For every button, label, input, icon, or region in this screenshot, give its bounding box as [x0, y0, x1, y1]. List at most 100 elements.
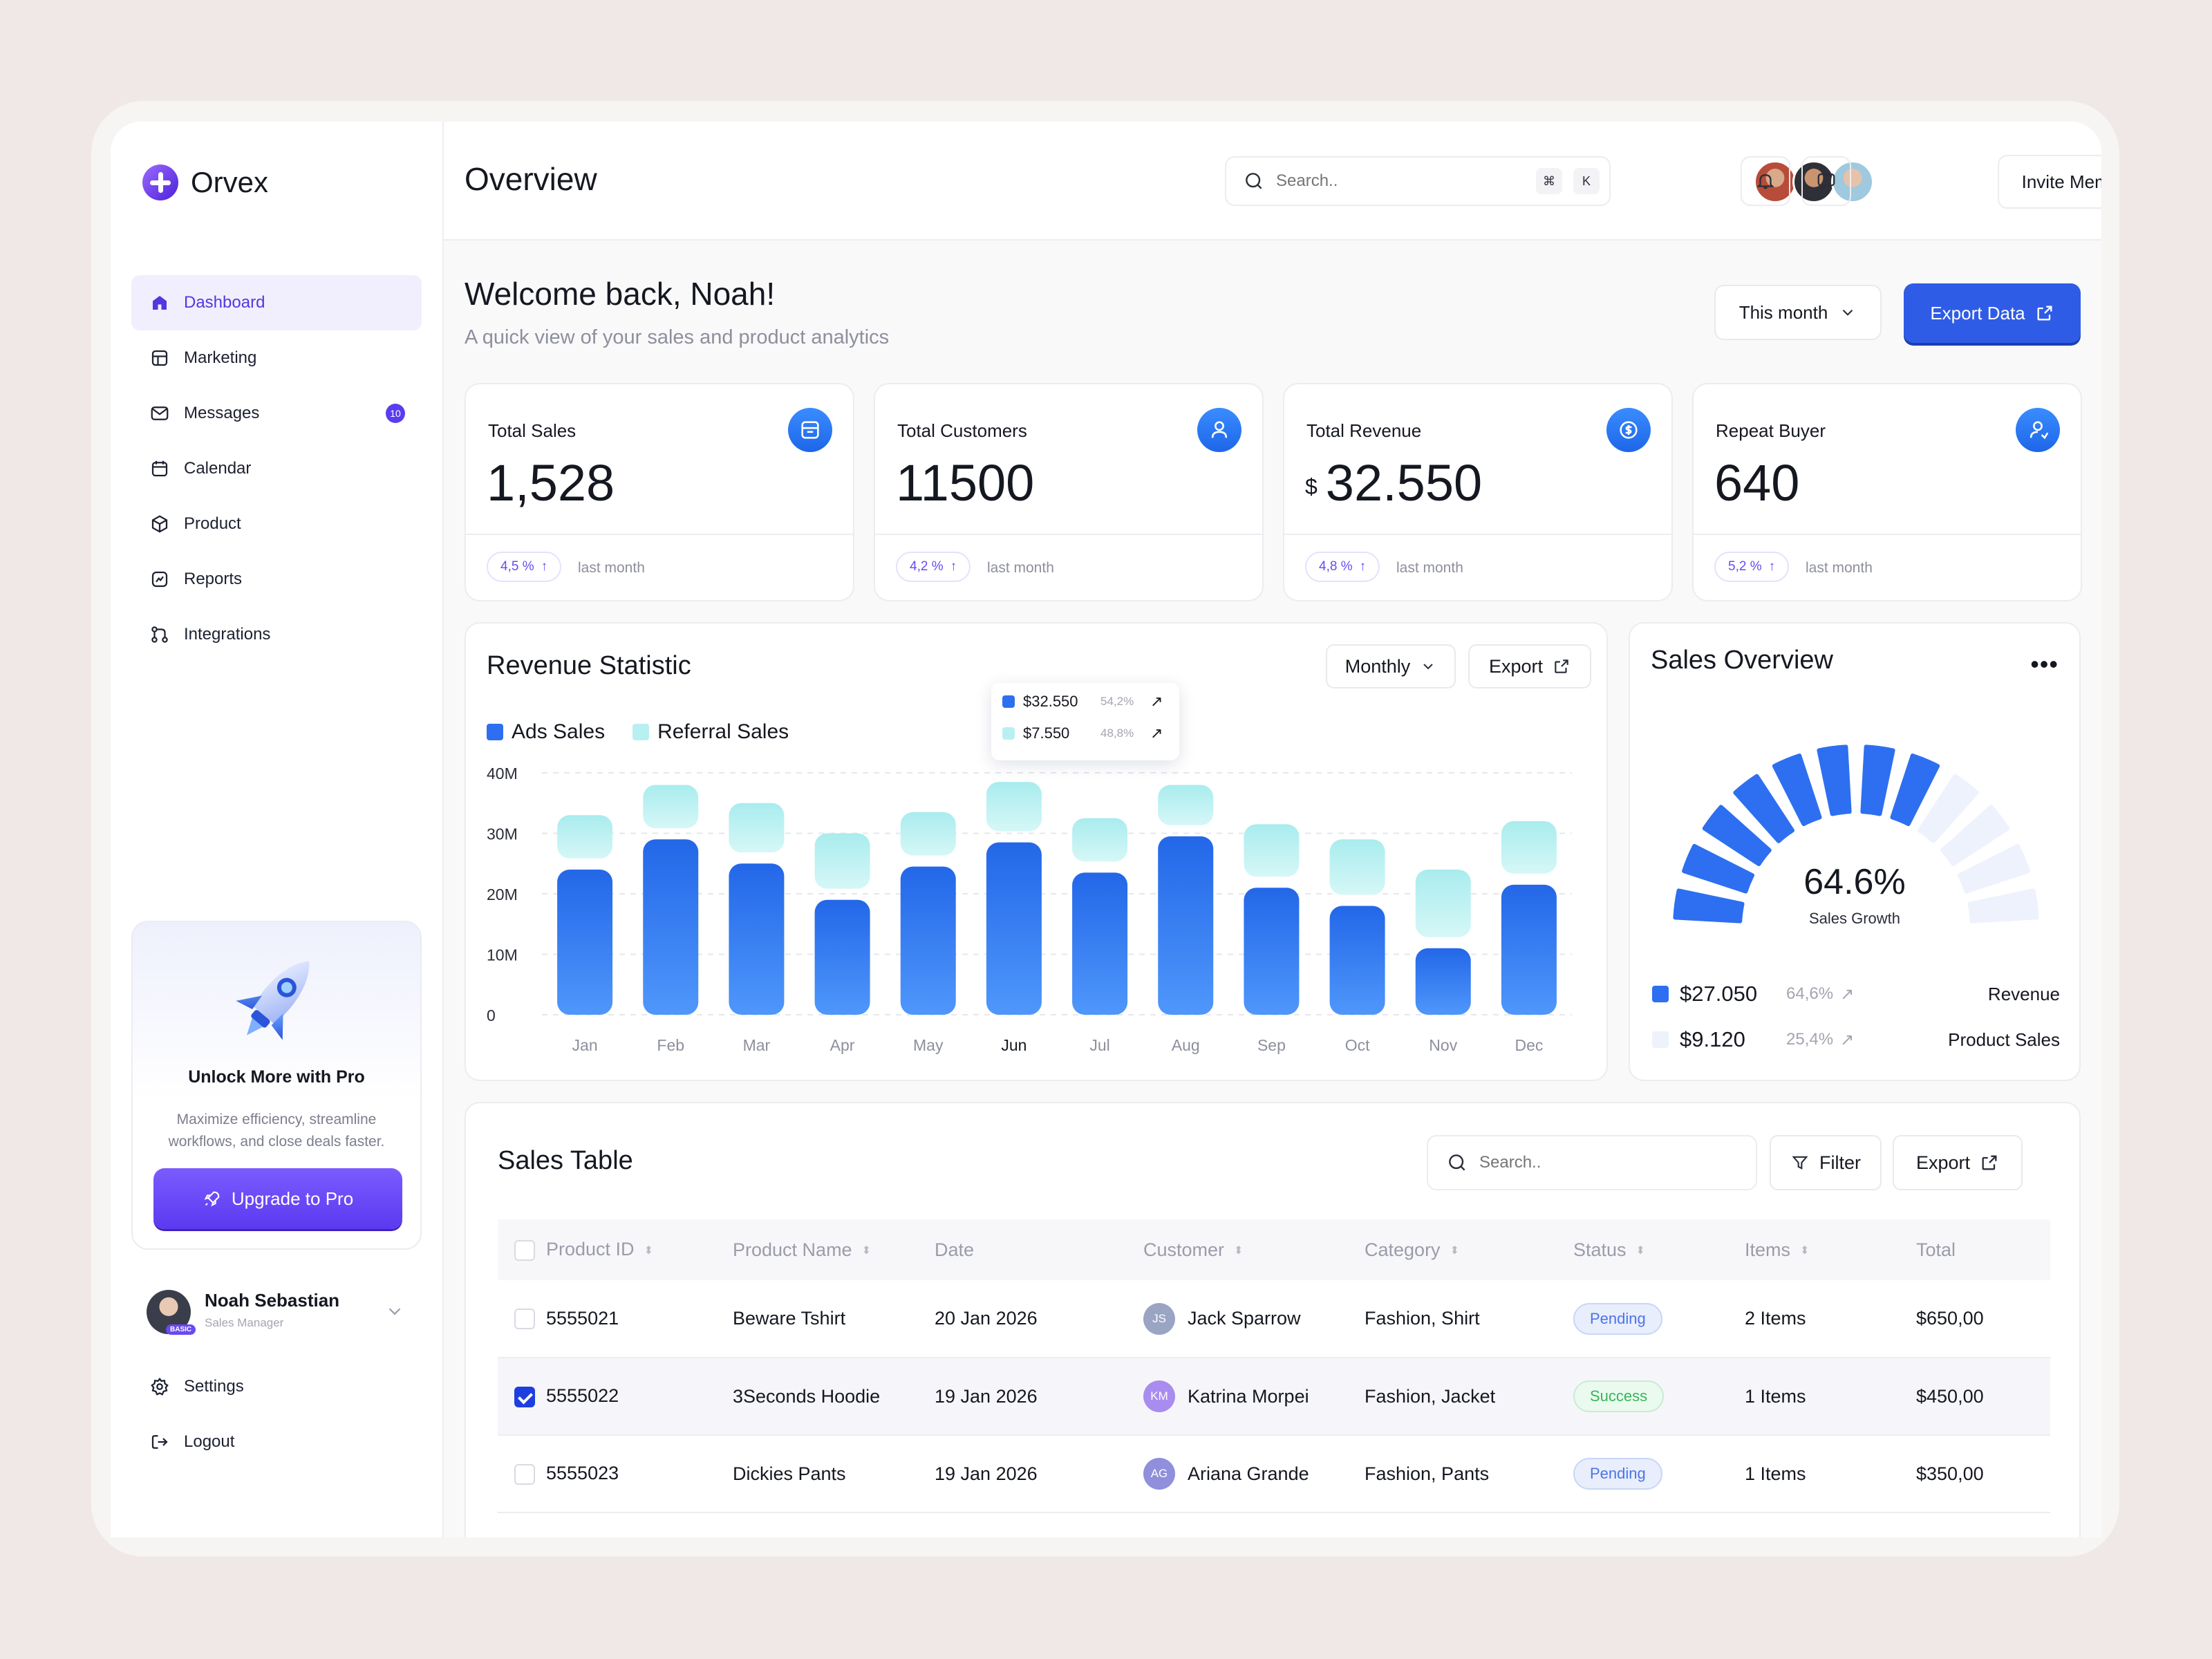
welcome-heading: Welcome back, Noah!	[465, 276, 776, 312]
column-date[interactable]: Date	[935, 1219, 1143, 1280]
sidebar-item-calendar[interactable]: Calendar	[131, 441, 422, 496]
bar-referral-sales[interactable]	[557, 815, 613, 859]
gauge-segment	[1940, 805, 2010, 867]
bar-ads-sales[interactable]	[1329, 906, 1385, 1015]
column-customer[interactable]: Customer ⬍	[1143, 1219, 1365, 1280]
bar-referral-sales[interactable]	[643, 785, 699, 829]
sort-icon: ⬍	[644, 1244, 653, 1257]
column-status[interactable]: Status ⬍	[1573, 1219, 1745, 1280]
legend-referral-sales[interactable]: Referral Sales	[632, 720, 789, 744]
stat-card-total-revenue: Total Revenue $32.550 4,8 % ↑ last month	[1283, 383, 1673, 601]
bar-ads-sales[interactable]	[1501, 884, 1557, 1015]
bar-ads-sales[interactable]	[729, 863, 785, 1015]
customer-cell: KM Katrina Morpei	[1143, 1380, 1365, 1412]
column-items[interactable]: Items ⬍	[1745, 1219, 1916, 1280]
bar-ads-sales[interactable]	[1158, 836, 1214, 1015]
column-product-id[interactable]: Product ID ⬍	[498, 1219, 733, 1280]
bar-ads-sales[interactable]	[643, 839, 699, 1015]
sidebar-item-marketing[interactable]: Marketing	[131, 330, 422, 386]
y-tick-label: 0	[487, 1006, 496, 1024]
items-count: 1 Items	[1745, 1463, 1806, 1484]
bar-referral-sales[interactable]	[900, 812, 956, 856]
bar-referral-sales[interactable]	[1329, 839, 1385, 895]
more-options-icon[interactable]: •••	[2030, 650, 2059, 678]
row-checkbox[interactable]	[514, 1463, 535, 1485]
overview-pct: 64,6% ↗	[1786, 984, 1855, 1004]
sales-growth-gauge	[1673, 744, 2039, 924]
logo[interactable]: Orvex	[142, 165, 268, 200]
global-search[interactable]: ⌘ K	[1225, 156, 1611, 206]
column-category[interactable]: Category ⬍	[1365, 1219, 1573, 1280]
sidebar-item-integrations[interactable]: Integrations	[131, 607, 422, 662]
bar-ads-sales[interactable]	[1072, 872, 1128, 1015]
column-total[interactable]: Total	[1916, 1219, 2050, 1280]
sidebar-item-dashboard[interactable]: Dashboard	[131, 275, 422, 330]
bar-referral-sales[interactable]	[729, 803, 785, 853]
change-badge: 4,2 % ↑	[896, 552, 971, 582]
bar-referral-sales[interactable]	[1501, 821, 1557, 874]
gauge-segment	[1917, 774, 1979, 843]
table-search-input[interactable]	[1479, 1153, 1742, 1172]
change-value: 4,2 %	[910, 559, 944, 574]
sidebar-item-logout[interactable]: Logout	[131, 1414, 422, 1470]
stat-value-number: 640	[1714, 454, 1800, 512]
home-icon	[153, 296, 167, 310]
legend-swatch	[487, 724, 503, 740]
search-input[interactable]	[1276, 171, 1525, 191]
overview-row-product-sales: $9.120 25,4% ↗ Product Sales	[1652, 1026, 2060, 1053]
stat-card-total-sales: Total Sales 1,528 4,5 % ↑ last month	[465, 383, 854, 601]
bar-ads-sales[interactable]	[1415, 948, 1471, 1015]
column-product-name[interactable]: Product Name ⬍	[733, 1219, 935, 1280]
export-label: Export	[1915, 1152, 1971, 1173]
table-row[interactable]: 5555022 3Seconds Hoodie 19 Jan 2026 KM Ka…	[498, 1358, 2050, 1435]
sidebar-item-product[interactable]: Product	[131, 496, 422, 552]
tooltip-pct: 54,2%	[1100, 695, 1134, 708]
revenue-export-button[interactable]: Export	[1468, 644, 1591, 688]
arrow-up-icon: ↑	[541, 559, 548, 574]
bar-referral-sales[interactable]	[986, 782, 1042, 832]
bar-ads-sales[interactable]	[1244, 888, 1300, 1015]
help-chat-button[interactable]	[1801, 156, 1851, 206]
orvex-logo-icon	[142, 165, 178, 200]
filter-button[interactable]: Filter	[1770, 1135, 1882, 1190]
tooltip-value: $7.550	[1023, 724, 1070, 742]
table-row[interactable]: 5555021 Beware Tshirt 20 Jan 2026 JS Jack…	[498, 1280, 2050, 1358]
select-all-checkbox[interactable]	[514, 1239, 535, 1261]
table-export-button[interactable]: Export	[1893, 1135, 2023, 1190]
bar-ads-sales[interactable]	[557, 870, 613, 1015]
bell-button[interactable]	[1741, 156, 1790, 206]
bar-ads-sales[interactable]	[900, 866, 956, 1015]
status-badge: Pending	[1573, 1458, 1662, 1490]
avatar	[1831, 160, 1874, 203]
bar-referral-sales[interactable]	[814, 833, 870, 889]
chart-tooltip: $32.550 54,2% ↗ $7.550 48,8% ↗	[991, 683, 1179, 760]
sidebar-item-settings[interactable]: Settings	[131, 1359, 422, 1414]
legend-ads-sales[interactable]: Ads Sales	[487, 720, 605, 744]
upgrade-to-pro-button[interactable]: Upgrade to Pro	[153, 1168, 402, 1229]
order-total: $650,00	[1916, 1308, 1984, 1329]
overview-pct-value: 25,4%	[1786, 1030, 1834, 1049]
table-search[interactable]	[1427, 1135, 1757, 1190]
overview-name: Product Sales	[1948, 1029, 2060, 1050]
table-row[interactable]: 5555023 Dickies Pants 19 Jan 2026 AG Aria…	[498, 1435, 2050, 1512]
legend-swatch	[1652, 1031, 1669, 1048]
row-checkbox[interactable]	[514, 1309, 535, 1330]
user-repeat-icon	[2016, 408, 2060, 452]
monthly-dropdown[interactable]: Monthly	[1326, 644, 1456, 688]
bar-referral-sales[interactable]	[1072, 818, 1128, 862]
bar-referral-sales[interactable]	[1158, 785, 1214, 825]
invite-member-button[interactable]: Invite Member	[1998, 155, 2101, 209]
row-checkbox[interactable]	[514, 1386, 535, 1407]
export-data-button[interactable]: Export Data	[1904, 283, 2081, 343]
change-value: 5,2 %	[1728, 559, 1762, 574]
sidebar-item-messages[interactable]: Messages 10	[131, 386, 422, 441]
x-tick-label: Dec	[1515, 1036, 1543, 1054]
period-dropdown[interactable]: This month	[1714, 285, 1882, 340]
bar-referral-sales[interactable]	[1415, 870, 1471, 937]
sidebar-item-reports[interactable]: Reports	[131, 552, 422, 607]
bar-referral-sales[interactable]	[1244, 824, 1300, 877]
bar-ads-sales[interactable]	[986, 842, 1042, 1015]
user-profile[interactable]: BASIC Noah Sebastian Sales Manager	[147, 1286, 409, 1348]
chevron-down-icon[interactable]	[384, 1301, 405, 1322]
bar-ads-sales[interactable]	[814, 899, 870, 1015]
